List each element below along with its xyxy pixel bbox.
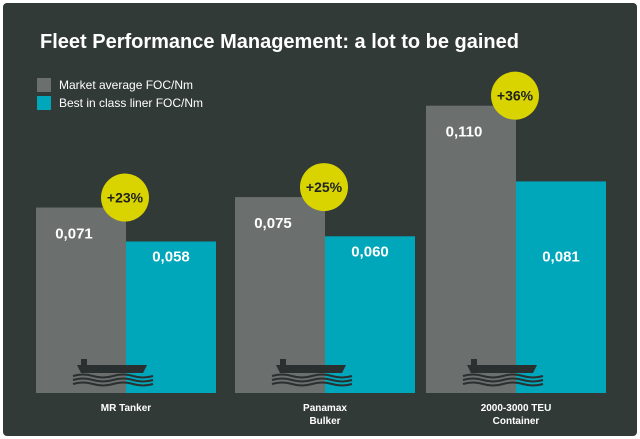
data-label-best-in-class: 0,060 [351,243,389,260]
legend-swatch-best-in-class [37,95,51,110]
data-label-market-average: 0,110 [446,124,483,141]
legend-item-best-in-class: Best in class liner FOC/Nm [37,95,203,110]
category-label: Panamax [303,403,347,414]
percent-badge-label: +25% [306,179,343,195]
legend-label-market-average: Market average FOC/Nm [59,77,194,92]
category-label: Bulker [309,416,340,427]
percent-badge-label: +36% [497,88,534,104]
chart-title: Fleet Performance Management: a lot to b… [40,31,519,53]
data-label-market-average: 0,071 [55,226,93,243]
legend-label-best-in-class: Best in class liner FOC/Nm [59,95,204,110]
ship-icon [462,359,544,387]
bar-best-in-class [516,181,606,393]
category-label: 2000-3000 TEU [481,403,552,414]
ship-icon [271,359,353,387]
percent-badge [491,71,539,120]
data-label-best-in-class: 0,058 [152,249,190,266]
bar-market-average [426,105,516,394]
percent-badge [300,163,348,212]
legend-swatch-market-average [37,77,51,92]
data-label-best-in-class: 0,081 [542,248,580,265]
percent-badge [101,173,149,222]
data-label-market-average: 0,075 [254,215,292,232]
chart-panel: Fleet Performance Management: a lot to b… [3,3,637,436]
category-label: MR Tanker [101,403,151,414]
category-label: Container [493,416,540,427]
legend-item-market-average: Market average FOC/Nm [37,77,193,92]
percent-badge-label: +23% [107,190,144,206]
bar-chart: 0,071 0,058 +23% MR Tanker 0,075 0,060 +25% Pan… [36,71,606,427]
ship-icon [72,359,154,387]
